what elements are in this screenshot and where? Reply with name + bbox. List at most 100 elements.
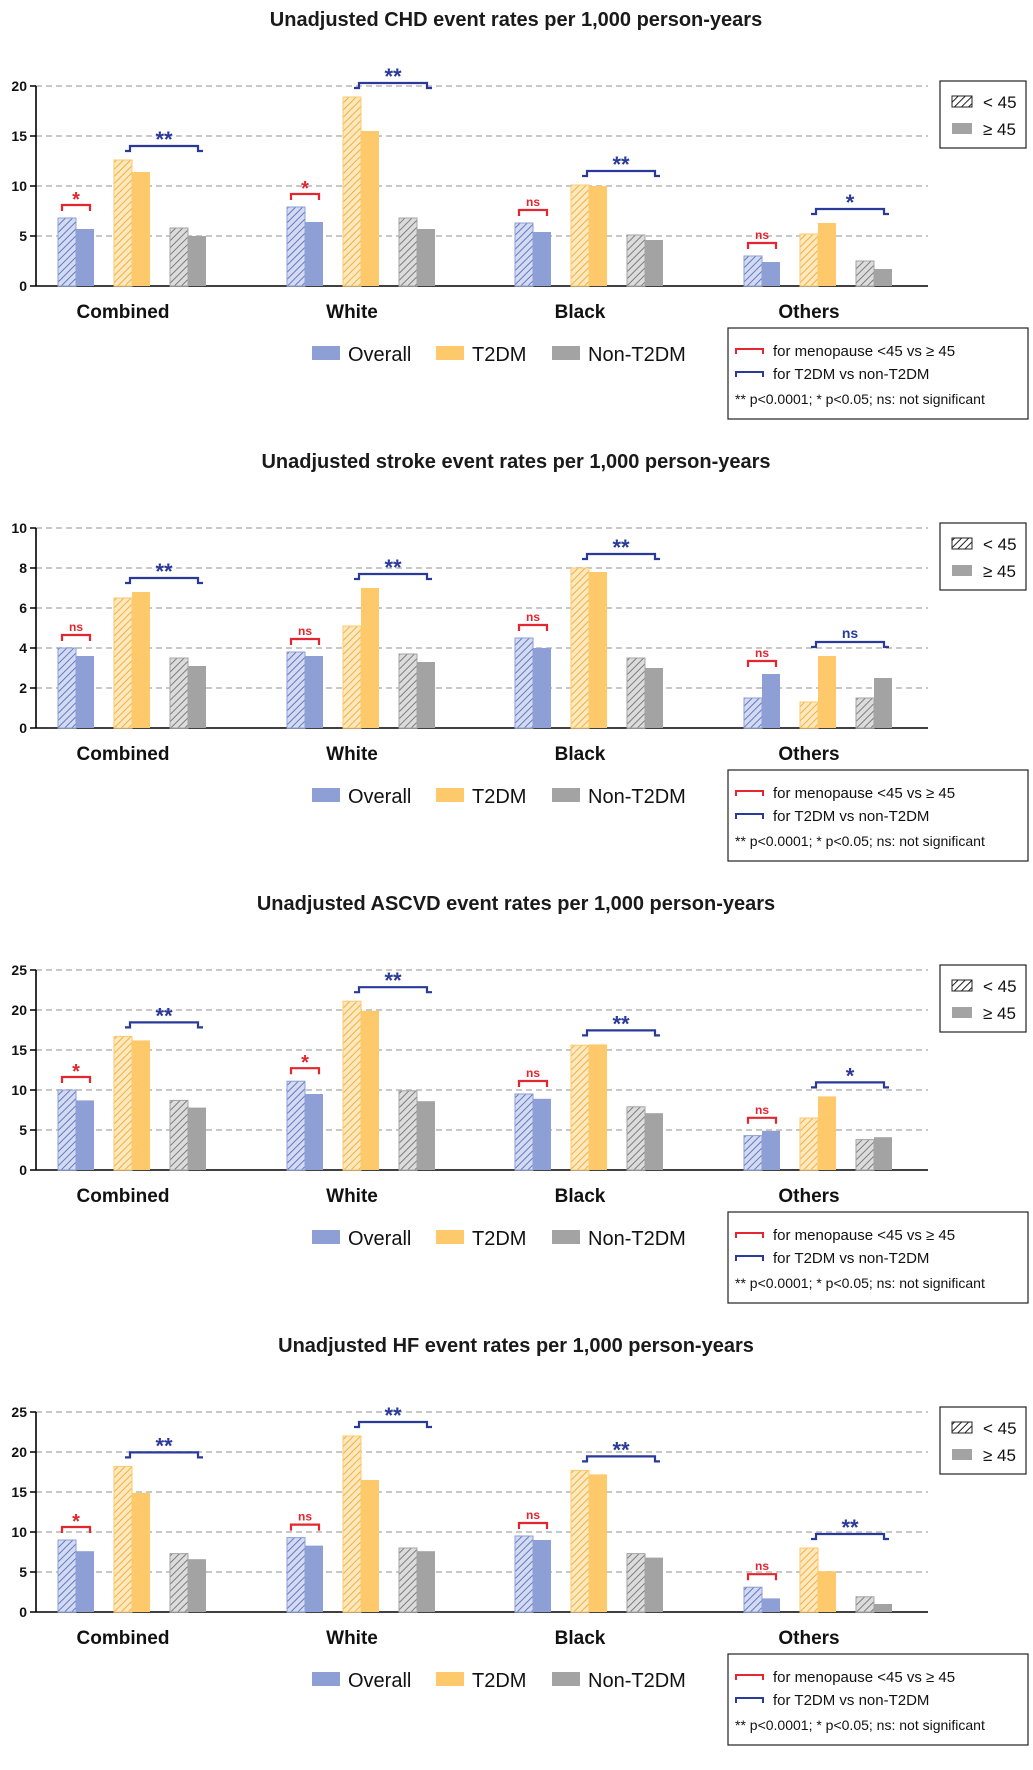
menopause-bracket xyxy=(746,1573,778,1581)
bar-non_t2dm-lt45 xyxy=(855,697,875,729)
y-tick-label: 4 xyxy=(19,640,27,656)
group-legend: Overall T2DM Non-T2DM xyxy=(312,1670,686,1692)
bar-non_t2dm-ge45 xyxy=(188,236,206,286)
legend-swatch-ge45 xyxy=(952,565,972,576)
t2dm-significance: ** xyxy=(612,1437,630,1462)
legend-label-t2dm: T2DM xyxy=(472,786,526,808)
bar-non_t2dm-ge45 xyxy=(874,1137,892,1170)
y-tick-label: 5 xyxy=(19,228,27,244)
legend-label-lt45: < 45 xyxy=(983,1419,1017,1438)
t2dm-significance: ** xyxy=(155,1003,173,1028)
menopause-bracket xyxy=(289,192,321,200)
t2dm-bracket xyxy=(354,572,432,581)
bar-t2dm-ge45 xyxy=(361,1010,379,1170)
t2dm-bracket xyxy=(354,81,432,90)
bar-overall-lt45 xyxy=(514,637,534,729)
legend-swatch-lt45 xyxy=(951,979,973,992)
bar-t2dm-ge45 xyxy=(132,1492,150,1612)
bar-t2dm-lt45 xyxy=(342,1000,362,1171)
bar-non_t2dm-lt45 xyxy=(626,1553,646,1613)
category-label: Black xyxy=(555,1186,606,1207)
menopause-significance: * xyxy=(72,189,80,211)
menopause-bracket xyxy=(60,203,92,211)
menopause-bracket xyxy=(517,208,549,216)
t2dm-bracket xyxy=(125,144,203,153)
bar-overall-lt45 xyxy=(743,255,763,287)
legend-swatch-lt45 xyxy=(951,537,973,550)
t2dm-significance: ** xyxy=(384,1403,402,1428)
bar-non_t2dm-ge45 xyxy=(188,666,206,728)
y-tick-label: 10 xyxy=(11,178,27,194)
t2dm-significance: ** xyxy=(612,1011,630,1036)
category-label: Others xyxy=(778,302,839,323)
bar-overall-ge45 xyxy=(533,1540,551,1612)
legend-note: ** p<0.0001; * p<0.05; ns: not significa… xyxy=(735,391,985,407)
legend-blue-bracket xyxy=(735,813,764,819)
bar-overall-ge45 xyxy=(76,1551,94,1612)
legend-swatch-t2dm xyxy=(436,1230,464,1244)
t2dm-significance: ** xyxy=(612,535,630,560)
menopause-bracket xyxy=(60,633,92,641)
menopause-bracket xyxy=(289,1067,321,1075)
legend-blue-text: for T2DM vs non-T2DM xyxy=(773,366,929,383)
age-legend: < 45 ≥ 45 xyxy=(939,80,1027,149)
bar-t2dm-ge45 xyxy=(132,172,150,286)
legend-label-overall: Overall xyxy=(348,1228,411,1250)
t2dm-significance: ** xyxy=(384,968,402,993)
bar-overall-lt45 xyxy=(286,1080,306,1171)
t2dm-significance: ** xyxy=(155,1433,173,1458)
bar-overall-ge45 xyxy=(533,232,551,286)
menopause-significance: * xyxy=(301,1052,309,1074)
bar-t2dm-ge45 xyxy=(132,592,150,728)
menopause-significance: * xyxy=(301,178,309,200)
t2dm-bracket xyxy=(582,169,660,178)
legend-red-bracket xyxy=(735,1232,764,1238)
t2dm-significance: ** xyxy=(612,152,630,177)
menopause-significance: ns xyxy=(526,195,540,209)
t2dm-bracket xyxy=(354,986,432,994)
menopause-bracket xyxy=(289,637,321,645)
menopause-significance: ns xyxy=(526,1066,540,1080)
group-legend: Overall T2DM Non-T2DM xyxy=(312,1228,686,1250)
t2dm-bracket xyxy=(811,1532,889,1541)
group-legend: Overall T2DM Non-T2DM xyxy=(312,786,686,808)
bar-non_t2dm-lt45 xyxy=(855,1139,875,1171)
significance-legend: for menopause <45 vs ≥ 45 for T2DM vs non… xyxy=(727,769,1029,862)
y-tick-label: 0 xyxy=(19,1162,27,1178)
legend-swatch-non-t2dm xyxy=(552,1672,580,1686)
t2dm-significance: ** xyxy=(841,1515,859,1540)
legend-label-non-t2dm: Non-T2DM xyxy=(588,344,686,366)
bar-t2dm-lt45 xyxy=(342,96,362,287)
bar-t2dm-ge45 xyxy=(361,588,379,728)
bar-t2dm-lt45 xyxy=(799,233,819,287)
bar-non_t2dm-ge45 xyxy=(417,662,435,728)
bar-non_t2dm-ge45 xyxy=(645,1557,663,1612)
significance-legend: for menopause <45 vs ≥ 45 for T2DM vs non… xyxy=(727,1211,1029,1304)
chart-panel-4: Unadjusted HF event rates per 1,000 pers… xyxy=(11,1335,1029,1746)
bar-overall-lt45 xyxy=(57,1089,77,1171)
bar-overall-lt45 xyxy=(514,1535,534,1613)
y-tick-label: 15 xyxy=(11,1042,27,1058)
legend-blue-bracket xyxy=(735,1255,764,1261)
y-tick-label: 0 xyxy=(19,1604,27,1620)
legend-blue-text: for T2DM vs non-T2DM xyxy=(773,1692,929,1709)
bar-t2dm-ge45 xyxy=(589,572,607,728)
category-label: Combined xyxy=(77,1186,170,1207)
bar-t2dm-ge45 xyxy=(589,186,607,286)
menopause-significance: ns xyxy=(755,1559,769,1573)
bar-t2dm-lt45 xyxy=(113,1465,133,1613)
chart-panel-2: Unadjusted stroke event rates per 1,000 … xyxy=(11,451,1029,862)
bar-non_t2dm-lt45 xyxy=(169,657,189,729)
bar-t2dm-lt45 xyxy=(570,1469,590,1613)
bar-non_t2dm-lt45 xyxy=(398,217,418,287)
y-tick-label: 10 xyxy=(11,520,27,536)
bar-non_t2dm-ge45 xyxy=(874,678,892,728)
legend-swatch-ge45 xyxy=(952,1007,972,1018)
y-tick-label: 2 xyxy=(19,680,27,696)
menopause-bracket xyxy=(289,1523,321,1531)
legend-blue-text: for T2DM vs non-T2DM xyxy=(773,808,929,825)
legend-label-non-t2dm: Non-T2DM xyxy=(588,1228,686,1250)
y-tick-label: 10 xyxy=(11,1082,27,1098)
legend-label-overall: Overall xyxy=(348,344,411,366)
